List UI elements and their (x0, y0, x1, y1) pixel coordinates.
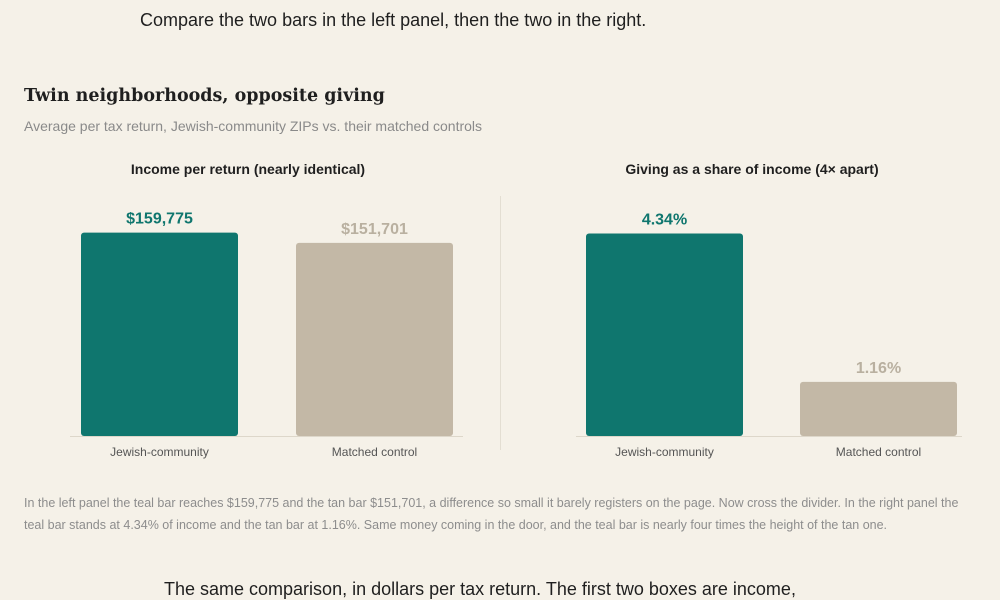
left-bar-matched-control (296, 242, 453, 436)
lead-paragraph: Compare the two bars in the left panel, … (140, 10, 647, 30)
chart-caption: In the left panel the teal bar reaches $… (24, 496, 959, 532)
right-bar-jewish-community (586, 233, 743, 436)
left-panel-title: Income per return (nearly identical) (130, 161, 366, 177)
right-value-label-matched-control: 1.16% (856, 360, 901, 377)
right-category-label-jewish-community: Jewish-community (615, 445, 714, 459)
left-value-label-matched-control: $151,701 (341, 221, 408, 238)
left-bar-jewish-community (81, 232, 238, 436)
right-value-label-jewish-community: 4.34% (642, 211, 687, 228)
figure-subtitle: Average per tax return, Jewish-community… (24, 118, 483, 134)
panel-divider (500, 196, 501, 450)
right-bar-matched-control (800, 381, 957, 436)
left-category-label-matched-control: Matched control (332, 445, 417, 459)
figure-title: Twin neighborhoods, opposite giving (24, 86, 385, 106)
left-category-label-jewish-community: Jewish-community (110, 445, 209, 459)
right-panel-title: Giving as a share of income (4× apart) (625, 161, 879, 177)
next-paragraph: The same comparison, in dollars per tax … (164, 579, 796, 599)
right-category-label-matched-control: Matched control (836, 445, 921, 459)
left-value-label-jewish-community: $159,775 (126, 211, 193, 228)
